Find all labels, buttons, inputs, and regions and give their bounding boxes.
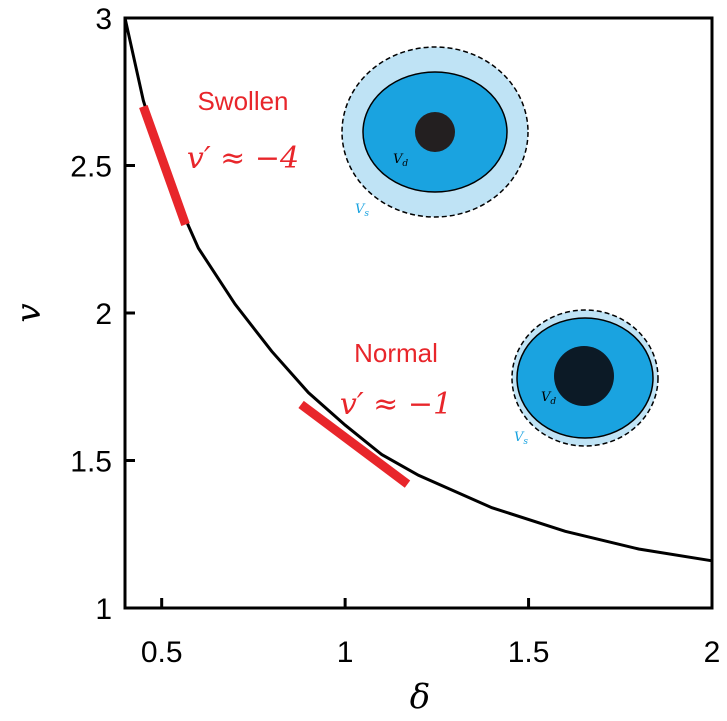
- tangent-segment: [298, 400, 411, 488]
- cell-label: s: [364, 209, 369, 219]
- cell-label: V: [393, 152, 404, 167]
- plot-frame: [123, 16, 714, 610]
- cell-label: Vd: [393, 152, 408, 169]
- y-tick-label: 1.5: [70, 446, 112, 479]
- cell-label: V: [355, 202, 366, 217]
- cell-label: Vd: [541, 390, 556, 407]
- cell-label: d: [550, 397, 556, 407]
- y-tick-label: 2.5: [70, 151, 112, 184]
- cell-label: V: [514, 430, 525, 445]
- annotation: Swollen: [197, 86, 288, 116]
- swollen-cell: [341, 46, 529, 218]
- y-tick-label: 1: [95, 593, 112, 626]
- y-tick-label: 3: [95, 3, 112, 36]
- cell-label: V: [541, 390, 552, 405]
- cell-label: Vs: [514, 430, 528, 447]
- x-tick-label: 1: [337, 636, 354, 669]
- annotation: v′ ≈ −4: [187, 141, 299, 176]
- x-axis-label: δ: [410, 677, 430, 717]
- y-axis-label: v: [9, 303, 49, 322]
- x-tick-label: 1.5: [508, 636, 550, 669]
- y-tick-label: 2: [95, 298, 112, 331]
- annotation: Normal: [354, 338, 438, 368]
- cell-label: d: [402, 159, 408, 169]
- x-tick-label: 2: [704, 636, 721, 669]
- x-tick-label: 0.5: [141, 636, 183, 669]
- normal-cell: [511, 309, 659, 447]
- cell-label: Vs: [355, 202, 369, 219]
- annotation: v′ ≈ −1: [340, 387, 452, 422]
- cell-label: s: [523, 437, 528, 447]
- tangent-segment: [139, 104, 190, 227]
